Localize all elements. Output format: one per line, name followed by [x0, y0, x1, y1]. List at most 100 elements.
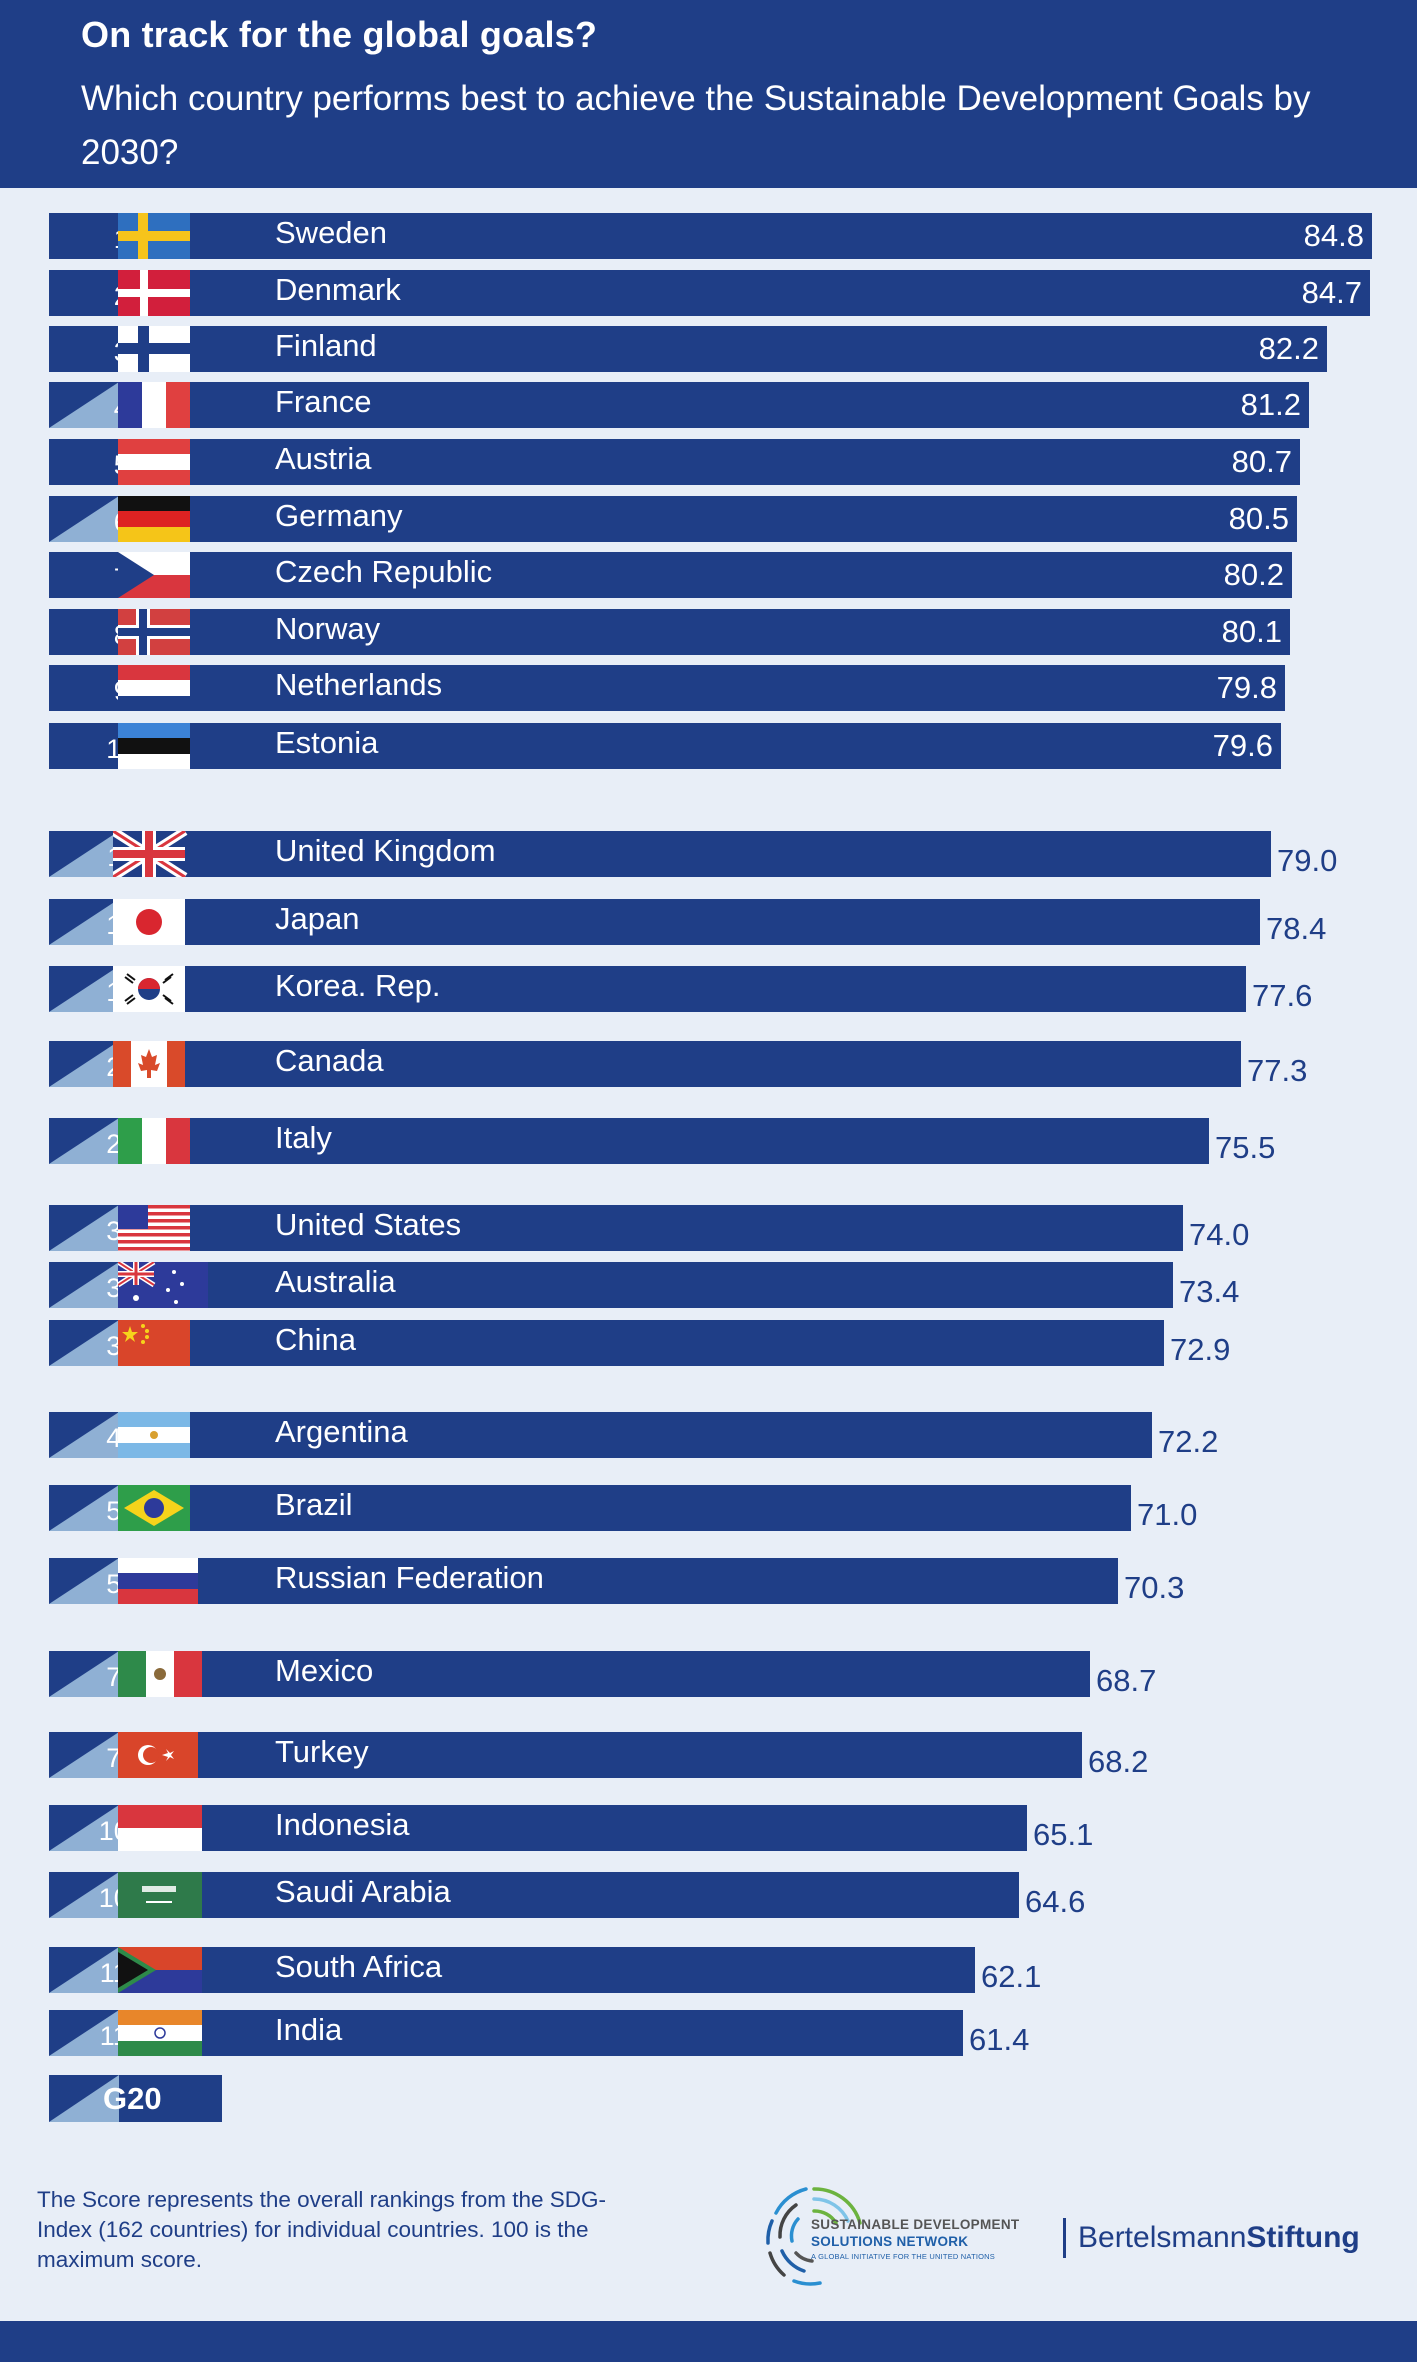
country-label: Finland [275, 328, 377, 363]
g20-legend-label: G20 [103, 2081, 162, 2116]
austria-flag-icon [118, 439, 190, 485]
g20-legend: G20 [49, 2075, 222, 2122]
value-label: 80.2 [1223, 557, 1284, 592]
value-label: 79.6 [1212, 728, 1273, 763]
saudi-flag-icon [118, 1872, 202, 1918]
value-label: 79.0 [1277, 843, 1338, 878]
canada-flag-icon [113, 1041, 195, 1087]
indonesia-flag-icon [118, 1805, 202, 1851]
france-flag-icon [118, 382, 190, 428]
country-label: Japan [275, 901, 360, 936]
sdsn-line1: SUSTAINABLE DEVELOPMENT [811, 2217, 1020, 2232]
bertelsmann-logo: BertelsmannStiftung [1063, 2218, 1360, 2258]
country-label: Estonia [275, 725, 379, 760]
japan-flag-icon [113, 899, 191, 945]
country-label: United States [275, 1207, 462, 1242]
value-label: 68.2 [1088, 1744, 1149, 1779]
country-label: Brazil [275, 1487, 353, 1522]
estonia-flag-icon [118, 723, 196, 769]
value-label: 61.4 [969, 2022, 1030, 2057]
brazil-flag-icon [118, 1485, 190, 1531]
country-label: United Kingdom [275, 833, 496, 868]
australia-flag-icon [118, 1262, 208, 1308]
country-label: South Africa [275, 1949, 443, 1984]
value-label: 77.6 [1252, 978, 1313, 1013]
value-label: 82.2 [1258, 331, 1319, 366]
footer-bar [0, 2321, 1417, 2362]
denmark-flag-icon [118, 270, 190, 316]
country-label: Italy [275, 1120, 332, 1155]
country-label: Saudi Arabia [275, 1874, 451, 1909]
sweden-flag-icon [118, 213, 190, 259]
sdsn-line2: SOLUTIONS NETWORK [811, 2234, 969, 2249]
value-label: 68.7 [1096, 1663, 1157, 1698]
czech-flag-icon [118, 552, 190, 598]
country-label: Indonesia [275, 1807, 410, 1842]
value-label: 80.7 [1231, 444, 1292, 479]
stiftung-text: Stiftung [1246, 2221, 1360, 2254]
india-flag-icon [118, 2010, 202, 2056]
mexico-flag-icon [118, 1651, 202, 1697]
country-label: China [275, 1322, 356, 1357]
country-label: Russian Federation [275, 1560, 544, 1595]
country-label: Germany [275, 498, 403, 533]
country-label: France [275, 384, 372, 419]
country-label: Austria [275, 441, 372, 476]
value-label: 84.7 [1301, 275, 1362, 310]
south-africa-flag-icon [118, 1947, 202, 1993]
value-label: 72.2 [1158, 1424, 1219, 1459]
bar-korea-rep-: 19.Korea. Rep.77.6 [49, 966, 1312, 1013]
country-label: Mexico [275, 1653, 374, 1688]
country-label: Czech Republic [275, 554, 493, 589]
country-label: Argentina [275, 1414, 408, 1449]
russia-flag-icon [118, 1558, 198, 1604]
turkey-flag-icon [118, 1732, 198, 1778]
value-label: 62.1 [981, 1959, 1042, 1994]
argentina-flag-icon [118, 1412, 198, 1458]
country-label: Netherlands [275, 667, 443, 702]
sdsn-line3: A GLOBAL INITIATIVE FOR THE UNITED NATIO… [811, 2252, 995, 2261]
value-label: 84.8 [1303, 218, 1364, 253]
value-label: 77.3 [1247, 1053, 1308, 1088]
value-label: 64.6 [1025, 1884, 1086, 1919]
chart-subtitle: Which country performs best to achieve t… [81, 79, 1311, 172]
country-label: Korea. Rep. [275, 968, 441, 1003]
value-label: 72.9 [1170, 1332, 1231, 1367]
value-label: 79.8 [1216, 670, 1277, 705]
country-label: Sweden [275, 215, 388, 250]
country-label: Australia [275, 1264, 396, 1299]
norway-flag-icon [118, 609, 190, 655]
germany-flag-icon [118, 496, 190, 542]
china-flag-icon [118, 1320, 190, 1366]
value-label: 70.3 [1124, 1570, 1185, 1605]
korea-flag-icon [113, 966, 191, 1012]
country-label: Denmark [275, 272, 401, 307]
italy-flag-icon [118, 1118, 190, 1164]
sdsn-ring-icon [766, 2187, 862, 2286]
